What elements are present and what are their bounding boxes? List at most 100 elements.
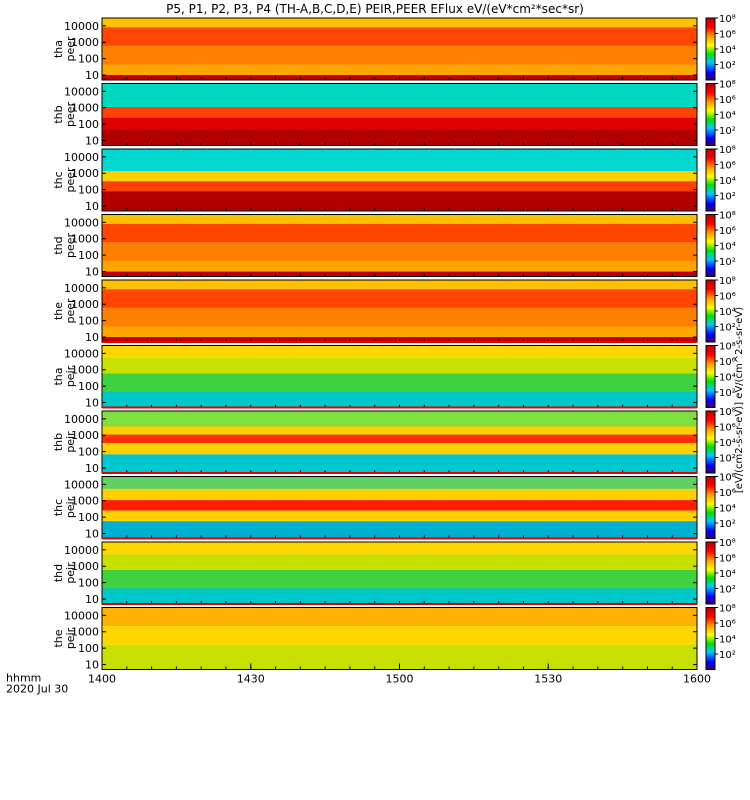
colorbar-tick-label: 10⁸: [719, 407, 736, 418]
colorbar-tick-label: 10⁴: [719, 569, 736, 580]
y-tick-label: 1000: [71, 36, 99, 49]
spectrogram-band: [102, 443, 697, 455]
spectrogram-band: [102, 392, 697, 408]
fill-stripe: [102, 472, 697, 474]
colorbar-tick-label: 10⁸: [719, 80, 736, 91]
spectrogram-band: [102, 83, 697, 108]
colorbar-tick-label: 10⁶: [719, 226, 736, 237]
y-tick-label: 1000: [71, 626, 99, 639]
spectrogram-band: [102, 117, 697, 130]
y-tick-label: 1000: [71, 167, 99, 180]
panel-ylabel: thc: [52, 499, 65, 516]
colorbar-tick-label: 10⁶: [719, 554, 736, 565]
panel-tha-peir: 10 100 1000 10000 tha peir 10² 10⁴ 10⁶ 10⁸: [52, 341, 736, 410]
y-tick-label: 10000: [64, 282, 99, 295]
spectrogram-band: [102, 626, 697, 645]
colorbar-label: [eV/(cm2-s-sr-eV)] eV/(cm^2-s-sr-eV): [734, 307, 745, 493]
colorbar-tick-label: 10²: [719, 519, 736, 530]
y-tick-label: 10000: [64, 413, 99, 426]
colorbar-tick-label: 10⁴: [719, 504, 736, 515]
panel-ylabel: peir: [64, 562, 77, 584]
x-axis-date: 2020 Jul 30: [6, 683, 68, 696]
colorbar: [705, 279, 716, 343]
colorbar-tick-label: 10⁸: [719, 276, 736, 287]
spectrogram-band: [102, 171, 697, 182]
y-tick-label: 10: [85, 135, 99, 148]
x-tick-label: 1500: [386, 673, 414, 686]
y-tick-label: 10: [85, 331, 99, 344]
colorbar-tick-label: 10⁴: [719, 438, 736, 449]
spectrogram-band: [102, 214, 697, 224]
y-tick-label: 100: [78, 642, 99, 655]
panel-ylabel: peir: [64, 431, 77, 453]
spectrogram-band: [102, 510, 697, 522]
colorbar-tick-label: 10²: [719, 61, 736, 72]
colorbar-tick-label: 10⁸: [719, 473, 736, 484]
colorbar-tick-label: 10⁴: [719, 307, 736, 318]
panel-ylabel: thd: [52, 236, 65, 254]
x-axis-label: hhmm: [6, 672, 41, 685]
y-tick-label: 1000: [71, 495, 99, 508]
y-tick-label: 10000: [64, 85, 99, 98]
panel-thb-peir: 10 100 1000 10000 thb peir 10² 10⁴ 10⁶ 10⁸: [52, 406, 736, 475]
colorbar-tick-label: 10⁴: [719, 373, 736, 384]
spectrogram-band: [102, 242, 697, 261]
panel-ylabel: the: [52, 629, 65, 647]
panel-thd-peer: 10 100 1000 10000 thd peer 10² 10⁴ 10⁶ 10⁸: [52, 211, 736, 279]
spectrogram-band: [102, 149, 697, 172]
panel-ylabel: peir: [64, 365, 77, 387]
spectrogram-band: [102, 607, 697, 627]
y-tick-label: 10: [85, 200, 99, 213]
y-tick-label: 10: [85, 462, 99, 475]
spectrogram-band: [102, 280, 697, 290]
colorbar: [705, 541, 716, 605]
y-tick-label: 100: [78, 315, 99, 328]
panel-thd-peir: 10 100 1000 10000 thd peir 10² 10⁴ 10⁶ 10⁸: [52, 537, 736, 606]
colorbar-tick-label: 10⁴: [719, 45, 736, 56]
y-tick-label: 10: [85, 266, 99, 279]
y-tick-label: 1000: [71, 429, 99, 442]
panel-tha-peer: 10 100 1000 10000 tha peer 10² 10⁴ 10⁶ 10⁸: [52, 14, 736, 82]
y-tick-label: 10: [85, 397, 99, 410]
colorbar-tick-label: 10⁶: [719, 423, 736, 434]
colorbar-tick-label: 10⁸: [719, 342, 736, 353]
y-tick-label: 100: [78, 249, 99, 262]
y-tick-label: 10: [85, 593, 99, 606]
spectrogram-band: [102, 307, 697, 327]
colorbar: [705, 83, 716, 146]
y-tick-label: 100: [78, 511, 99, 524]
spectrogram-band: [102, 357, 697, 374]
colorbar-tick-label: 10²: [719, 126, 736, 137]
spectrogram-band: [102, 434, 697, 444]
y-tick-label: 10000: [64, 216, 99, 229]
panel-ylabel: thb: [52, 433, 65, 451]
colorbar-tick-label: 10⁶: [719, 30, 736, 41]
spectrogram-band: [102, 454, 697, 473]
spectrogram-band: [102, 345, 697, 358]
panel-ylabel: the: [52, 302, 65, 320]
y-tick-label: 10000: [64, 544, 99, 557]
spectrogram-band: [102, 500, 697, 511]
colorbar: [705, 17, 716, 81]
x-tick-label: 1600: [683, 673, 711, 686]
colorbar-tick-label: 10⁶: [719, 488, 736, 499]
y-tick-label: 1000: [71, 233, 99, 246]
spectrogram-band: [102, 588, 697, 604]
spectrogram-band: [102, 569, 697, 589]
colorbar-tick-label: 10²: [719, 257, 736, 268]
fill-stripe: [102, 406, 697, 409]
y-tick-label: 10000: [64, 478, 99, 491]
spectrogram-band: [102, 64, 697, 76]
y-tick-label: 100: [78, 53, 99, 66]
colorbar-tick-label: 10⁸: [719, 145, 736, 156]
colorbar-tick-label: 10⁴: [719, 111, 736, 122]
y-tick-label: 1000: [71, 298, 99, 311]
y-tick-label: 10000: [64, 151, 99, 164]
colorbar-tick-label: 10⁶: [719, 95, 736, 106]
spectrogram-band: [102, 373, 697, 392]
colorbar-tick-label: 10⁶: [719, 292, 736, 303]
colorbar-tick-label: 10²: [719, 454, 736, 465]
y-tick-label: 100: [78, 118, 99, 131]
x-tick-label: 1530: [534, 673, 562, 686]
colorbar: [705, 410, 716, 474]
